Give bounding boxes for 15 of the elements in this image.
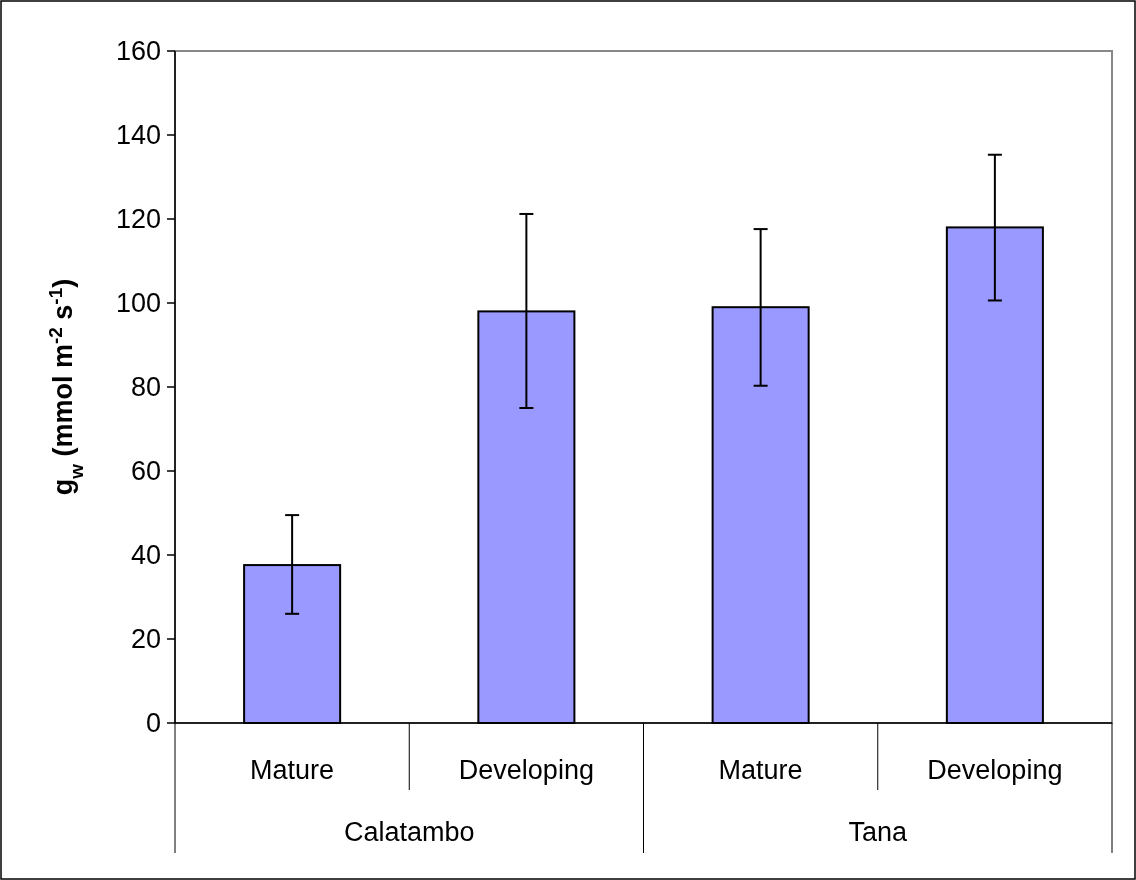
y-tick-label: 20 (130, 624, 161, 655)
y-tick-label: 80 (130, 372, 161, 403)
text: Tana (848, 817, 908, 848)
x-tick-label: Developing (927, 755, 1063, 786)
text: Calatambo (343, 817, 475, 848)
y-tick-label: 120 (115, 204, 161, 235)
y-tick-label: 40 (130, 540, 161, 571)
x-tick-label: Developing (458, 755, 594, 786)
y-tick-label: 100 (115, 288, 161, 319)
y-tick-label: 0 (145, 708, 161, 739)
y-tick-label: 60 (130, 456, 161, 487)
x-tick-label: Mature (718, 755, 803, 786)
y-tick-label: 140 (115, 120, 161, 151)
y-tick-label: 160 (115, 36, 161, 67)
x-tick-label: Mature (250, 755, 335, 786)
